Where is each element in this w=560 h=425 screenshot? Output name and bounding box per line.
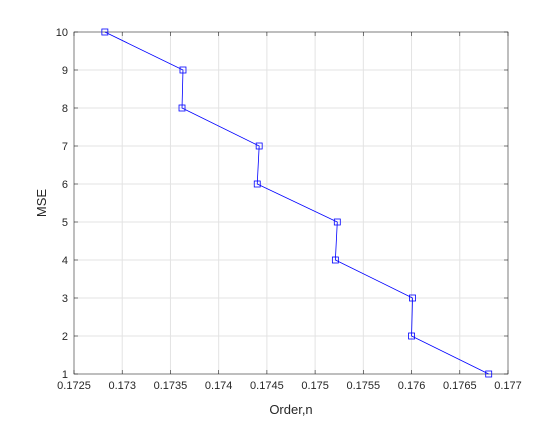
- data-point-marker: [409, 294, 416, 302]
- y-axis-label: MSE: [34, 189, 49, 218]
- data-point-marker: [101, 28, 109, 36]
- x-tick-label: 0.176: [398, 380, 426, 392]
- data-point-marker: [255, 142, 263, 150]
- x-tick-label: 0.1725: [57, 380, 91, 392]
- axes-box: [73, 31, 509, 375]
- data-point-marker: [408, 332, 415, 340]
- x-tick-label: 0.174: [205, 380, 233, 392]
- x-tick-label: 0.175: [301, 380, 329, 392]
- data-point-marker: [178, 104, 186, 112]
- data-point-marker: [253, 180, 261, 188]
- y-tick-label: 7: [62, 141, 68, 153]
- y-tick-label: 1: [62, 369, 68, 381]
- y-tick-label: 8: [62, 103, 68, 115]
- y-tick-label: 5: [62, 217, 68, 229]
- data-point-marker: [179, 66, 187, 74]
- data-point-marker: [485, 370, 493, 378]
- plot-area: [74, 32, 508, 374]
- x-tick-label: 0.1765: [443, 380, 477, 392]
- x-tick-label: 0.177: [494, 380, 522, 392]
- y-tick-label: 9: [62, 65, 68, 77]
- x-tick-label: 0.1735: [154, 380, 188, 392]
- x-tick-label: 0.1755: [347, 380, 381, 392]
- y-tick-label: 2: [62, 331, 68, 343]
- y-tick-label: 10: [56, 27, 68, 39]
- y-tick-label: 4: [62, 255, 68, 267]
- x-tick-label: 0.173: [108, 380, 136, 392]
- y-tick-label: 6: [62, 179, 68, 191]
- data-point-marker: [333, 218, 341, 226]
- tick-labels: 0.1725 0.173 0.1735 0.174 0.1745 0.175 0.1755 0…: [56, 27, 522, 392]
- x-tick-label: 0.1745: [250, 380, 284, 392]
- series-line: [104, 31, 489, 375]
- data-point-marker: [331, 256, 339, 264]
- grid: [74, 32, 508, 374]
- series: [101, 28, 493, 378]
- y-tick-label: 3: [62, 293, 68, 305]
- ticks: [73, 31, 509, 375]
- x-axis-label: Order,n: [269, 402, 312, 417]
